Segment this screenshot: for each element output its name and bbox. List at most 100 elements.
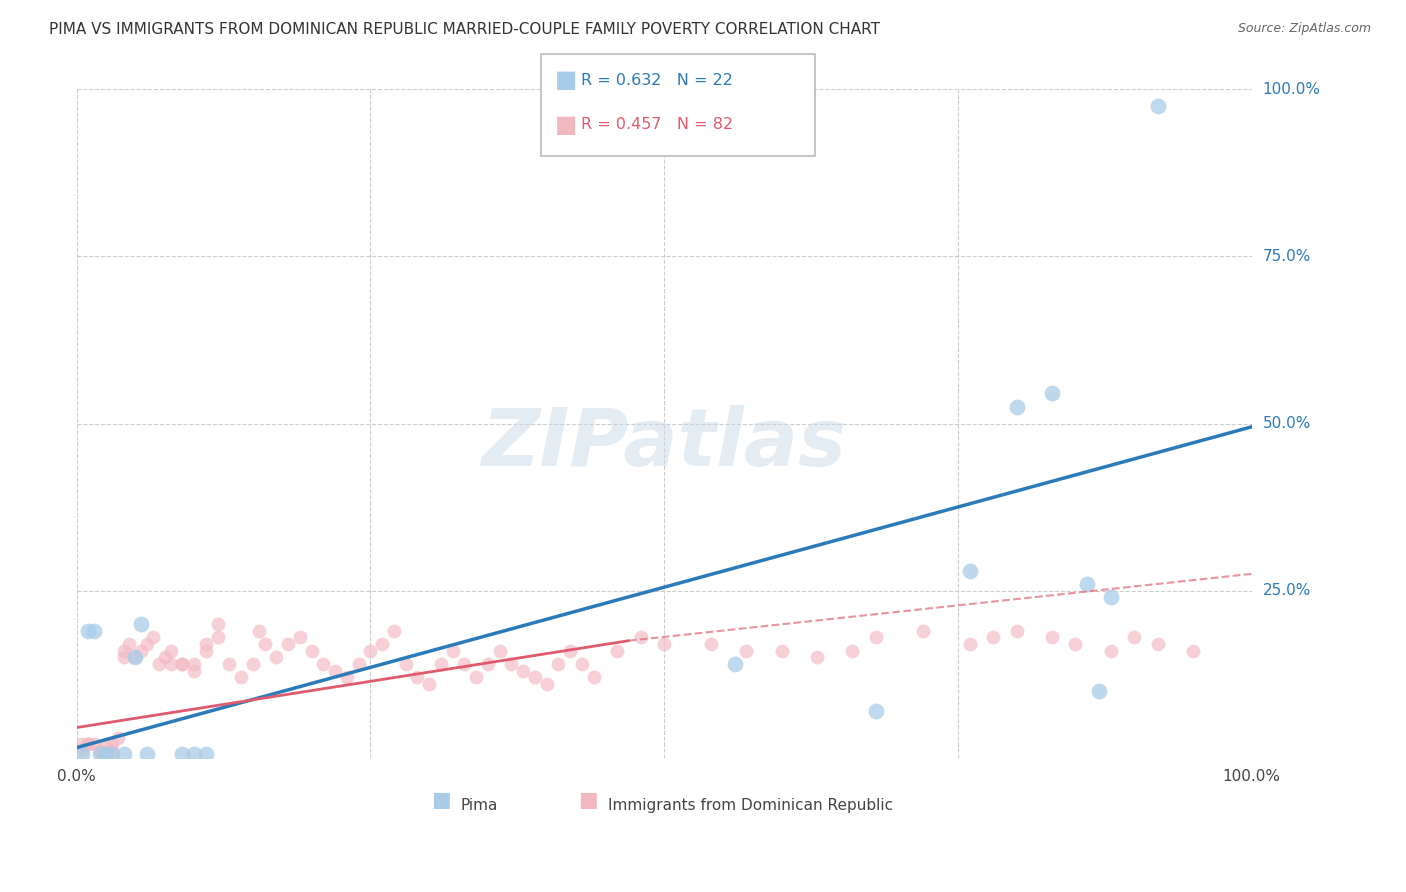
Point	[183, 747, 205, 762]
Point	[382, 624, 405, 638]
Point	[606, 643, 628, 657]
Text: Source: ZipAtlas.com: Source: ZipAtlas.com	[1237, 22, 1371, 36]
Text: ■: ■	[555, 113, 578, 136]
Point	[172, 657, 194, 671]
Point	[101, 737, 124, 751]
Text: ■: ■	[578, 789, 598, 810]
Point	[77, 624, 100, 638]
Point	[312, 657, 335, 671]
Point	[253, 637, 276, 651]
Text: PIMA VS IMMIGRANTS FROM DOMINICAN REPUBLIC MARRIED-COUPLE FAMILY POVERTY CORRELA: PIMA VS IMMIGRANTS FROM DOMINICAN REPUBL…	[49, 22, 880, 37]
Point	[194, 747, 217, 762]
Point	[266, 650, 288, 665]
Point	[124, 650, 146, 665]
Point	[159, 657, 181, 671]
Point	[465, 670, 488, 684]
Point	[1040, 630, 1063, 644]
Point	[1099, 591, 1122, 605]
Point	[536, 677, 558, 691]
Point	[959, 564, 981, 578]
Point	[359, 643, 381, 657]
Point	[1064, 637, 1087, 651]
Point	[630, 630, 652, 644]
Text: ZIPatlas: ZIPatlas	[482, 405, 846, 483]
Point	[153, 650, 176, 665]
Point	[194, 637, 217, 651]
Text: Pima: Pima	[461, 798, 498, 814]
Point	[301, 643, 323, 657]
Point	[394, 657, 416, 671]
Point	[981, 630, 1004, 644]
Point	[1123, 630, 1146, 644]
Point	[207, 617, 229, 632]
Point	[418, 677, 440, 691]
Point	[582, 670, 605, 684]
Point	[571, 657, 593, 671]
Point	[288, 630, 311, 644]
Point	[194, 643, 217, 657]
Point	[77, 737, 100, 751]
Point	[959, 637, 981, 651]
Text: 50.0%: 50.0%	[1263, 416, 1310, 431]
Text: 75.0%: 75.0%	[1263, 249, 1310, 264]
Point	[806, 650, 828, 665]
Point	[107, 731, 129, 745]
Point	[488, 643, 510, 657]
Point	[142, 630, 165, 644]
Point	[652, 637, 675, 651]
Text: R = 0.457   N = 82: R = 0.457 N = 82	[581, 118, 733, 132]
Point	[323, 664, 346, 678]
Point	[136, 747, 159, 762]
Text: R = 0.632   N = 22: R = 0.632 N = 22	[581, 73, 733, 87]
Point	[83, 624, 105, 638]
Text: Immigrants from Dominican Republic: Immigrants from Dominican Republic	[607, 798, 893, 814]
Point	[512, 664, 534, 678]
Point	[700, 637, 723, 651]
Point	[72, 747, 94, 762]
Point	[277, 637, 299, 651]
Point	[406, 670, 429, 684]
Point	[229, 670, 252, 684]
Point	[112, 643, 135, 657]
Point	[129, 617, 152, 632]
Point	[336, 670, 359, 684]
Point	[1181, 643, 1204, 657]
Point	[89, 744, 111, 758]
Text: 25.0%: 25.0%	[1263, 583, 1310, 598]
Point	[207, 630, 229, 644]
Point	[865, 704, 887, 718]
Point	[247, 624, 270, 638]
Point	[172, 657, 194, 671]
Point	[218, 657, 240, 671]
Point	[558, 643, 581, 657]
Point	[1076, 577, 1098, 591]
Point	[136, 637, 159, 651]
Point	[1146, 99, 1168, 113]
Point	[77, 737, 100, 751]
Point	[183, 657, 205, 671]
Point	[89, 747, 111, 762]
Point	[72, 737, 94, 751]
Point	[1040, 386, 1063, 401]
Point	[453, 657, 475, 671]
Point	[129, 643, 152, 657]
Point	[523, 670, 546, 684]
Point	[501, 657, 523, 671]
Point	[101, 744, 124, 758]
Point	[183, 664, 205, 678]
Point	[124, 650, 146, 665]
Point	[477, 657, 499, 671]
Point	[112, 747, 135, 762]
Point	[112, 650, 135, 665]
Point	[371, 637, 394, 651]
Point	[430, 657, 453, 671]
Text: ■: ■	[432, 789, 451, 810]
Point	[347, 657, 370, 671]
Point	[83, 737, 105, 751]
Point	[118, 637, 141, 651]
Point	[1005, 400, 1028, 414]
Point	[1005, 624, 1028, 638]
Point	[172, 747, 194, 762]
Point	[94, 737, 117, 751]
Point	[72, 744, 94, 758]
